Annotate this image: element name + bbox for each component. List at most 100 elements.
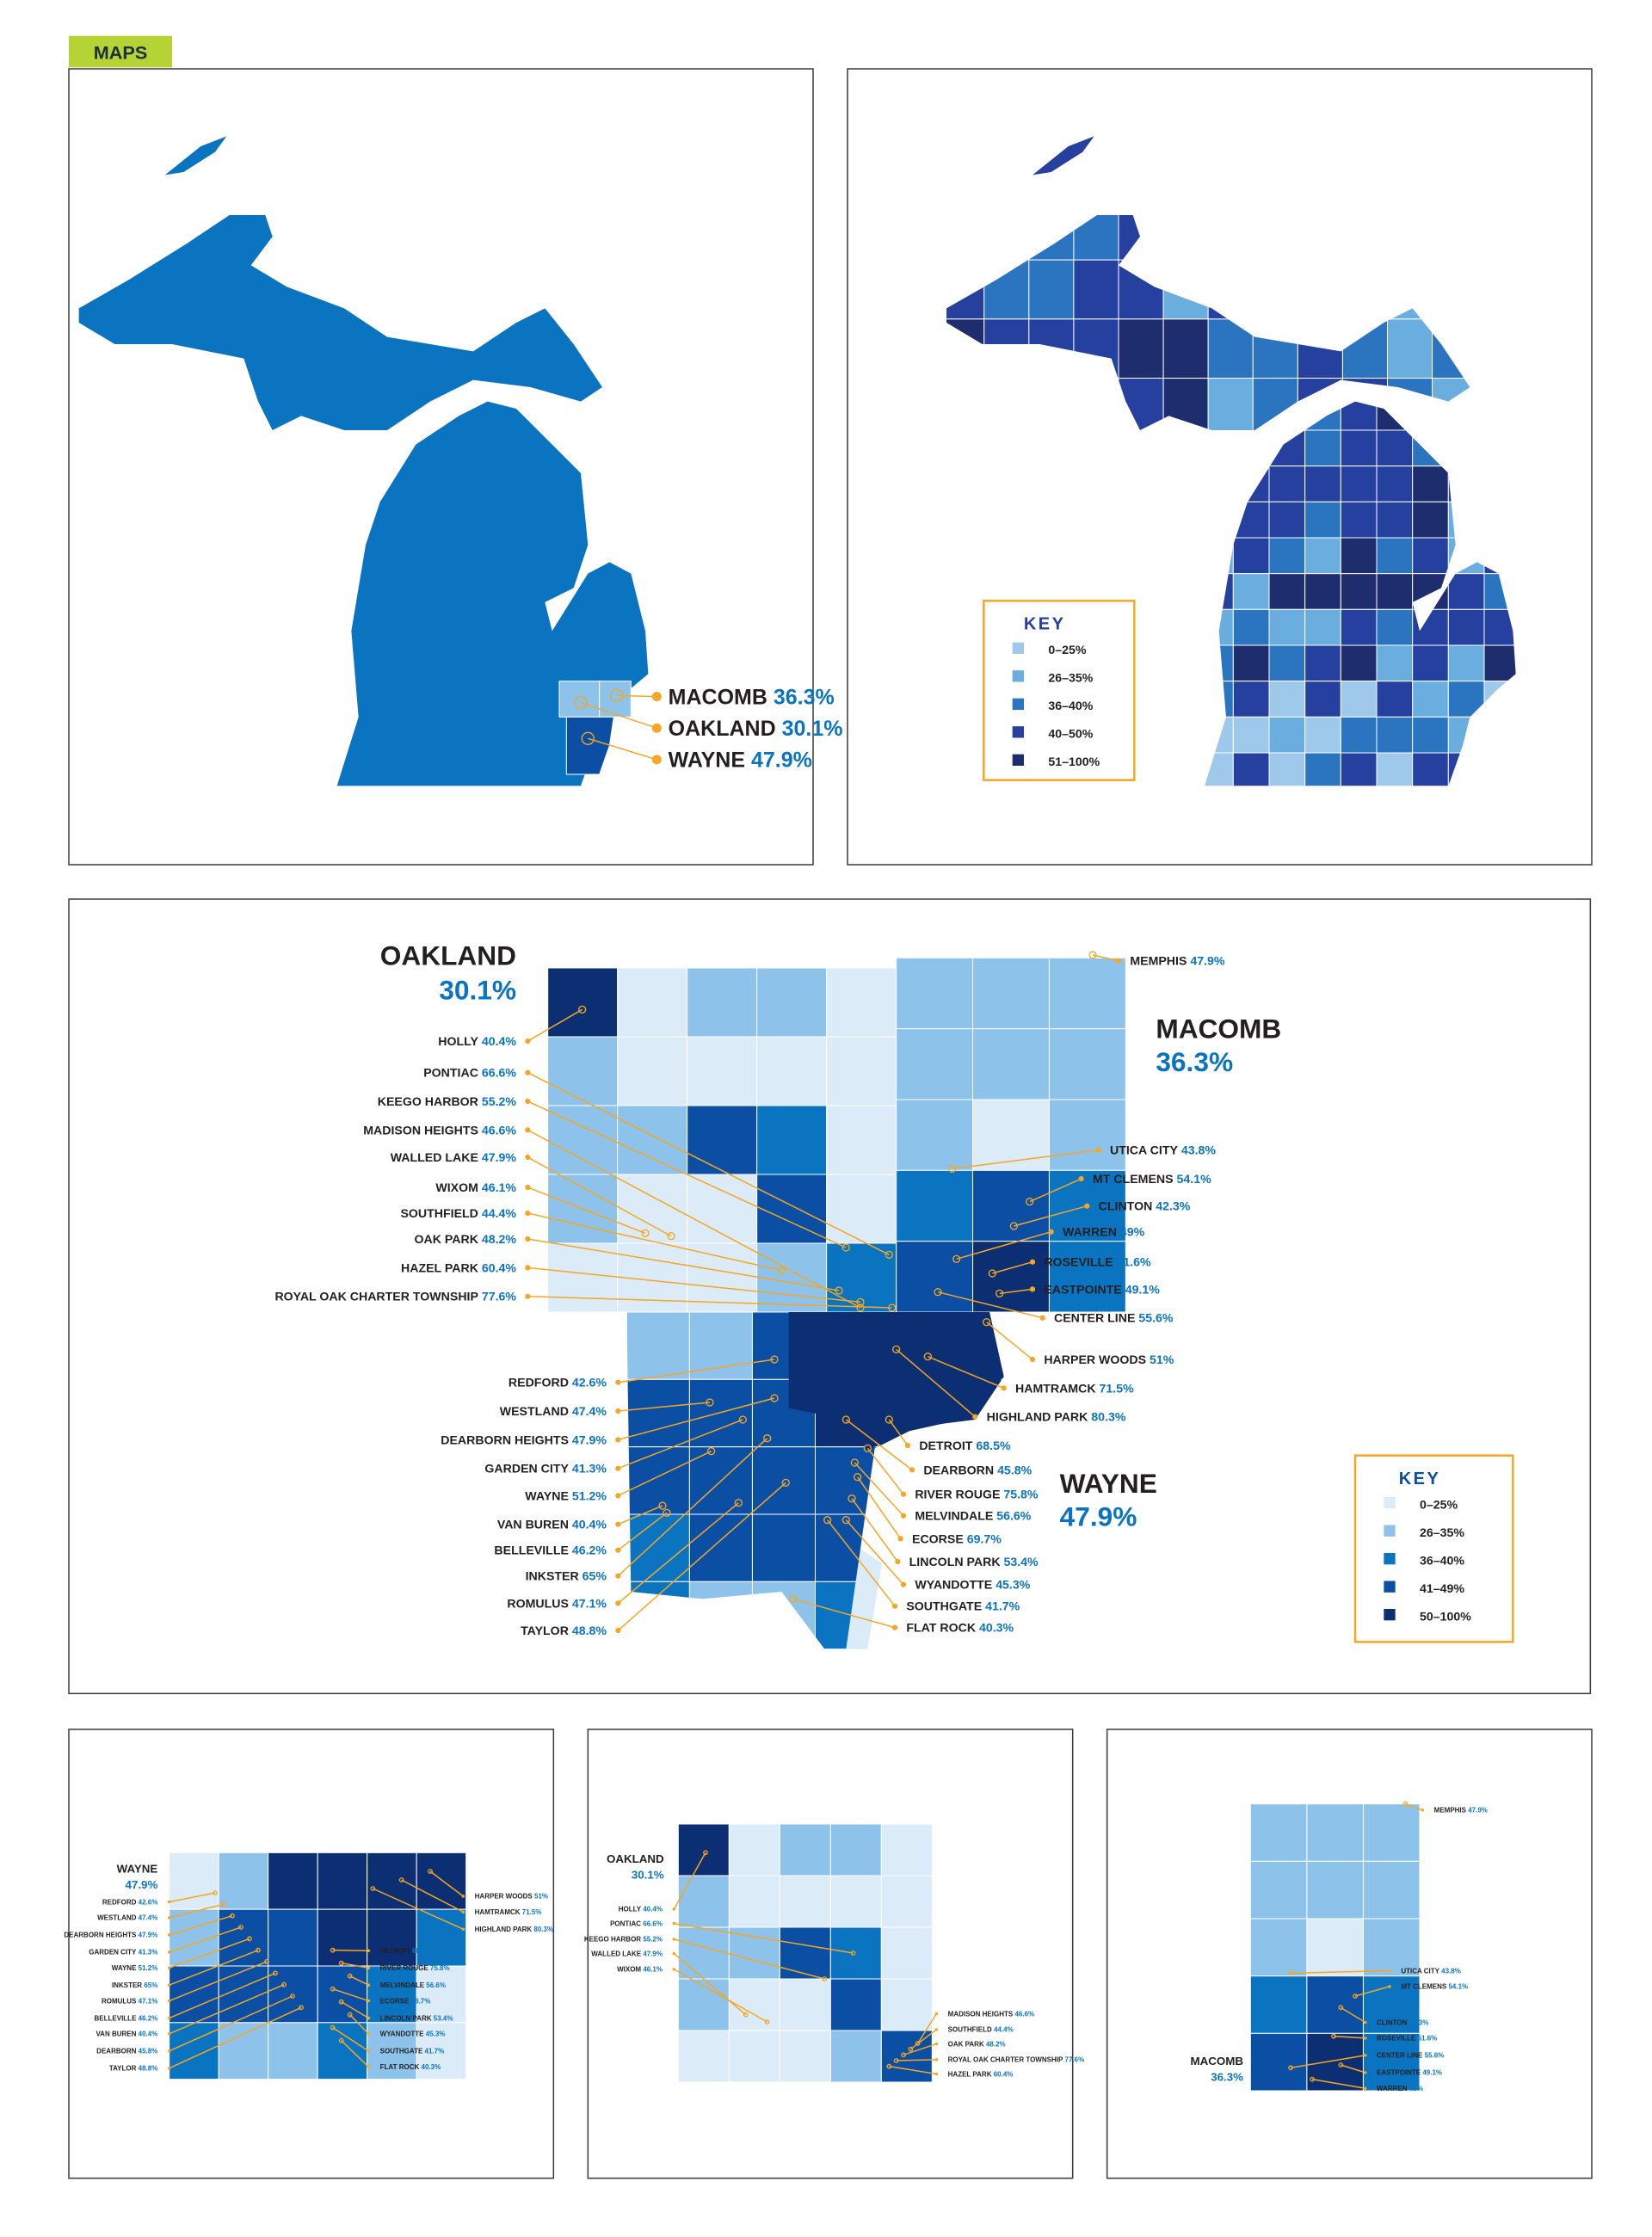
leader-line [169,1972,276,2019]
leader-dot [525,1038,531,1045]
township [829,1823,882,1876]
leader-dot [891,1603,898,1609]
city-label-text: DEARBORN HEIGHTS 47.9% [441,1433,607,1447]
township [677,1823,730,1876]
location-marker [892,1345,901,1353]
township [829,2030,882,2083]
leader-dot [672,1921,676,1926]
city-label: TAYLOR 48.8% [109,2005,304,2073]
city-label-text: OAK PARK 48.2% [948,2040,1006,2048]
city-name: OAKLAND [669,717,776,741]
city-label: PONTIAC 66.6% [610,1920,856,1956]
leader-dot [1388,1985,1391,1988]
city-label-text: GARDEN CITY 41.3% [89,1949,157,1957]
leader-line [341,2001,369,2019]
township [1048,1028,1126,1100]
leader-dot [651,723,662,733]
city-pct: 66.6% [482,1067,517,1081]
leader-dot [904,1442,911,1449]
city-label: WYANDOTTE 45.3% [347,2012,445,2038]
township [756,967,828,1038]
leader-line [332,2027,369,2052]
city-name: UTICA CITY [1110,1144,1178,1158]
city-pct: 40.4% [572,1519,607,1532]
leader-dot [367,1949,371,1952]
macomb-detail-panel: MACOMB 36.3% MEMPHIS 47.9% UTICA CITY 43.… [1106,1729,1593,2179]
township [687,1036,758,1106]
leader-dot [1363,2071,1367,2074]
township [1249,1860,1308,1920]
leader-dot [909,1467,915,1473]
township [218,2022,269,2080]
city-label-text: MEMPHIS 47.9% [1434,1807,1488,1815]
city-label: HARPER WOODS 51% [983,1318,1174,1367]
township [896,1028,974,1100]
county [1447,644,1485,682]
county [1304,573,1341,610]
city-label: CLINTON 42.3% [1009,1200,1191,1230]
location-marker [578,1005,587,1014]
city-name: CLINTON [1099,1200,1153,1214]
city-label: MT CLEMENS 54.1% [1353,1983,1468,1999]
city-name: ROSEVILLE [1377,2035,1416,2043]
township [829,1978,882,2031]
township [1306,1918,1364,1977]
location-marker [213,1890,218,1895]
city-name: DEARBORN [96,2048,136,2055]
city-label-text: DETROIT 68.5% [919,1439,1011,1453]
location-marker [908,2046,914,2052]
location-marker [347,1973,353,1979]
county [1304,644,1341,682]
location-marker [835,1286,843,1295]
city-label-text: DEARBORN 45.8% [96,2048,157,2055]
township [416,1965,467,2024]
leader-line [527,1072,890,1256]
city-name: MADISON HEIGHTS [363,1124,478,1137]
leader-dot [615,1465,621,1471]
isle-royale [164,136,227,176]
city-name: UTICA CITY [1401,1967,1439,1975]
city-label-text: SOUTHFIELD 44.4% [400,1207,516,1221]
township [677,1926,730,1980]
city-label-text: ROMULUS 47.1% [102,1997,157,2005]
county [1447,608,1485,646]
location-marker [886,2063,892,2069]
leader-dot [615,1379,621,1385]
township [317,2022,368,2080]
location-marker [743,2012,749,2018]
township [416,1908,467,1967]
township [972,1028,1050,1100]
city-label-text: DETROIT 68.5% [380,1947,432,1955]
county [1376,429,1414,467]
city-name: HAZEL PARK [401,1261,479,1275]
leader-line [986,1322,1033,1360]
city-pct: 49.1% [1422,2069,1442,2077]
city-pct: 45.8% [139,2048,158,2055]
city-name: SOUTHFIELD [948,2026,992,2034]
county [1376,716,1414,754]
leader-line [527,1100,847,1248]
township [268,2022,318,2080]
leader-dot [167,2067,171,2070]
city-pct: 40.3% [422,2063,441,2071]
key-label: 40–50% [1048,728,1093,742]
leader-dot [900,1513,907,1519]
city-pct: 49% [1409,2085,1423,2092]
location-marker [221,1901,226,1907]
city-pct: 47.9% [643,1950,663,1957]
leader-line [674,1922,854,1954]
location-marker [734,1499,743,1507]
key-swatch [1012,670,1024,682]
city-label-text: HARPER WOODS 51% [475,1893,548,1901]
city-pct: 47.4% [139,1914,158,1922]
leader-line [792,1598,896,1629]
leader-dot [1363,2037,1367,2040]
township [317,1965,368,2024]
city-pct: 40.3% [979,1622,1014,1636]
county [1268,681,1306,718]
city-pct: 54.1% [1448,1983,1468,1991]
location-marker [763,1434,772,1443]
city-label: EASTPOINTE 49.1% [996,1283,1160,1297]
location-marker [1310,2076,1315,2082]
key-title: KEY [1399,1470,1441,1488]
